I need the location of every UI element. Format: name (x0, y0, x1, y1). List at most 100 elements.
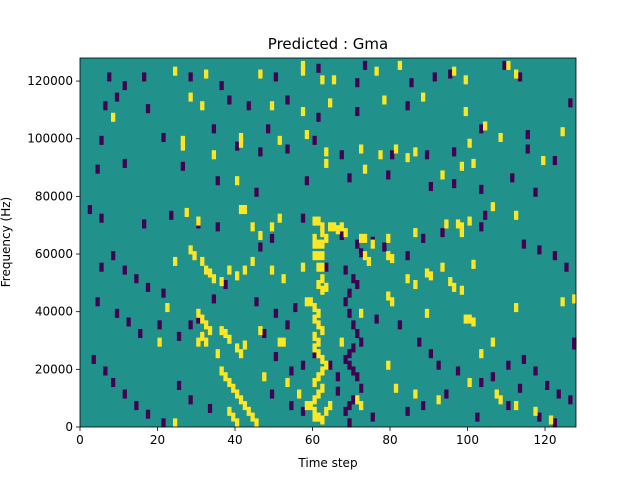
heatmap-cell-high (235, 343, 240, 353)
y-axis: 0 20000 40000 60000 80000 100000 120000 (27, 74, 80, 434)
heatmap-cell-high (277, 337, 282, 347)
heatmap-cell-high (440, 262, 445, 272)
heatmap-cell-high (312, 303, 317, 313)
heatmap-cell-high (312, 406, 317, 416)
heatmap-cell-high (405, 274, 410, 284)
heatmap-cell-high (328, 222, 333, 232)
heatmap-cell-low (343, 406, 348, 416)
heatmap-cell-low (300, 360, 306, 370)
heatmap-cell-low (126, 317, 131, 327)
heatmap-cell-low (479, 184, 484, 194)
heatmap-cell-high (320, 262, 325, 272)
heatmap-cell-high (444, 219, 449, 229)
heatmap-cell-high (200, 256, 205, 266)
heatmap-cell-low (517, 383, 523, 393)
heatmap-cell-low (409, 78, 414, 88)
heatmap-cell-high (258, 326, 263, 336)
heatmap-cell-low (455, 366, 461, 376)
heatmap-cell-high (316, 262, 321, 272)
heatmap-cell-low (351, 395, 356, 405)
heatmap-cell-high (304, 297, 310, 307)
heatmap-cell-low (273, 72, 279, 82)
heatmap-cell-high (424, 308, 430, 318)
heatmap-cell-high (316, 412, 321, 422)
heatmap-cell-low (161, 288, 166, 298)
heatmap-cell-high (390, 297, 395, 307)
heatmap-cell-low (211, 294, 217, 304)
heatmap-cell-low (552, 156, 558, 166)
heatmap-cell-low (421, 401, 426, 411)
heatmap-cell-low (285, 144, 290, 154)
heatmap-cell-high (207, 268, 213, 278)
heatmap-cell-high (200, 331, 205, 341)
heatmap-cell-low (359, 248, 364, 258)
heatmap-cell-high (440, 170, 445, 180)
heatmap-cell-high (285, 377, 290, 388)
heatmap-cell-low (134, 401, 139, 411)
heatmap-cell-high (548, 415, 554, 425)
heatmap-cell-high (324, 147, 329, 157)
heatmap-cell-low (114, 92, 120, 102)
heatmap-cell-low (215, 222, 220, 232)
heatmap-cell-low (293, 303, 298, 313)
heatmap-cell-high (204, 265, 209, 275)
heatmap-cell-high (316, 389, 321, 399)
heatmap-cell-high (173, 418, 178, 428)
heatmap-cell-low (452, 147, 457, 157)
heatmap-cell-high (204, 337, 209, 347)
heatmap-cell-low (339, 150, 344, 160)
heatmap-cell-low (397, 320, 403, 330)
heatmap-cell-high (211, 274, 217, 284)
heatmap-cell-high (362, 251, 368, 261)
heatmap-cell-high (320, 251, 325, 261)
heatmap-cell-low (145, 409, 151, 419)
heatmap-cell-low (145, 104, 151, 114)
heatmap-cell-high (320, 75, 325, 85)
heatmap-cell-high (324, 282, 329, 292)
heatmap-cell-high (467, 138, 472, 148)
heatmap-cell-high (200, 314, 205, 324)
heatmap-cell-high (339, 337, 344, 347)
heatmap-cell-high (514, 303, 519, 313)
heatmap-cell-high (459, 161, 465, 171)
heatmap-cell-high (269, 101, 275, 111)
heatmap-cell-high (200, 101, 205, 111)
heatmap-cell-low (351, 366, 356, 376)
heatmap-cell-high (316, 279, 321, 290)
heatmap-cell-high (219, 366, 224, 376)
heatmap-cell-high (494, 389, 499, 399)
heatmap-cell-low (572, 337, 577, 347)
heatmap-cell-high (223, 328, 228, 339)
heatmap-cell-low (552, 251, 558, 261)
heatmap-cell-high (242, 401, 248, 411)
heatmap-cell-low (479, 377, 484, 388)
heatmap-cell-high (312, 233, 317, 243)
heatmap-cell-high (235, 418, 240, 428)
heatmap-cell-high (355, 395, 360, 405)
heatmap-cell-high (436, 395, 441, 405)
heatmap-cell-high (269, 222, 275, 232)
heatmap-cell-high (219, 326, 224, 336)
heatmap-cell-high (378, 150, 383, 160)
heatmap-cell-low (448, 69, 453, 79)
heatmap-cell-low (211, 124, 217, 134)
heatmap-cell-low (91, 354, 96, 364)
heatmap-cell-high (359, 144, 364, 154)
heatmap-cell-high (471, 259, 476, 269)
heatmap-cell-low (285, 320, 290, 330)
heatmap-cell-high (238, 205, 244, 215)
heatmap-cell-low (235, 141, 240, 151)
heatmap-cell-low (347, 288, 352, 298)
heatmap-cell-high (300, 262, 306, 272)
heatmap-cell-low (432, 72, 437, 82)
heatmap-cell-low (405, 251, 410, 261)
x-tick-label: 40 (227, 433, 242, 447)
heatmap-cell-low (99, 135, 104, 145)
heatmap-cell-high (467, 216, 472, 226)
heatmap-cell-high (238, 349, 244, 359)
heatmap-cell-low (421, 233, 426, 243)
heatmap-cell-low (347, 401, 352, 411)
heatmap-cell-high (359, 308, 364, 318)
heatmap-cell-low (347, 308, 352, 318)
heatmap-cell-high (471, 317, 476, 327)
